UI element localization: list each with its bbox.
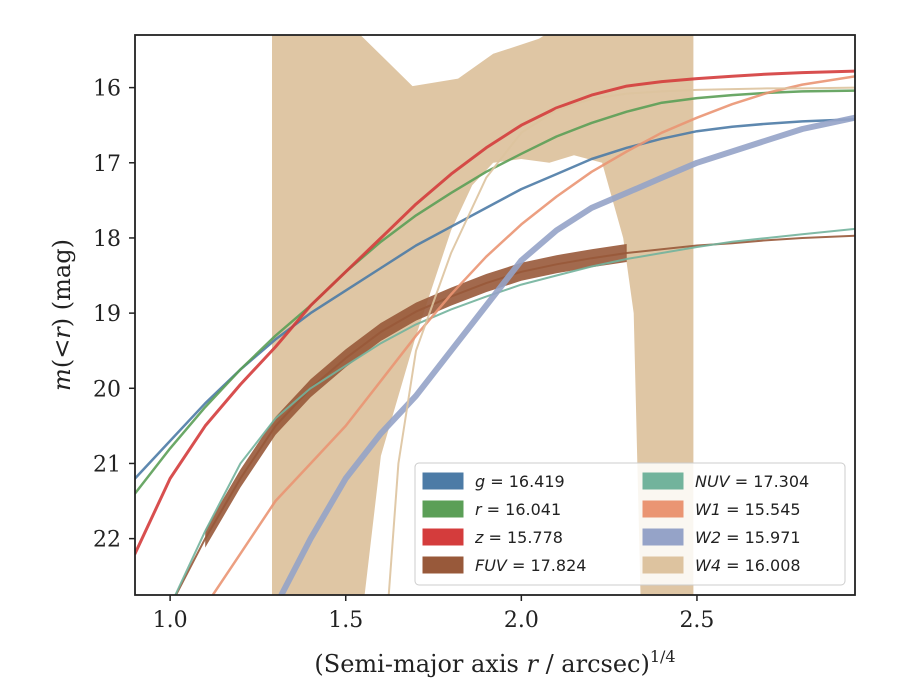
legend-item-z: z = 15.778 [422, 528, 563, 547]
legend-swatch [642, 556, 684, 574]
series-w4-line [387, 86, 855, 595]
y-tick-label: 22 [93, 528, 121, 553]
legend-label: z = 15.778 [474, 528, 563, 547]
series-w1-line [211, 75, 855, 595]
legend-swatch [422, 556, 464, 574]
x-tick-label: 1.5 [328, 608, 363, 633]
legend: g = 16.419 r = 16.041 z = 15.778 FUV = 17.8… [414, 462, 846, 586]
w4-band-top-notch [360, 35, 545, 87]
y-tick-label: 20 [93, 377, 121, 402]
legend-swatch [422, 500, 464, 518]
legend-item-w1: W1 = 15.545 [642, 500, 801, 519]
legend-item-fuv: FUV = 17.824 [422, 556, 586, 575]
y-tick-label: 19 [93, 302, 121, 327]
legend-item-w4: W4 = 16.008 [642, 556, 801, 575]
w4-uncertainty-band [272, 35, 694, 595]
legend-label: NUV = 17.304 [695, 472, 809, 491]
legend-label: W1 = 15.545 [695, 500, 801, 519]
x-tick-label: 2.5 [679, 608, 714, 633]
plot-area [135, 35, 855, 595]
legend-swatch [642, 472, 684, 490]
x-tick-label: 1.0 [153, 608, 188, 633]
x-axis-label: (Semi-major axis r / arcsec)1/4 [314, 647, 675, 678]
y-axis-label: m(<r) (mag) [48, 239, 76, 391]
series-z-line [135, 69, 855, 556]
y-tick-label: 17 [93, 152, 121, 177]
legend-item-r: r = 16.041 [422, 500, 561, 519]
fuv-uncertainty-band [205, 244, 627, 548]
y-tick-label: 18 [93, 227, 121, 252]
legend-label: W2 = 15.971 [695, 528, 801, 547]
legend-item-g: g = 16.419 [422, 472, 565, 491]
legend-label: g = 16.419 [475, 472, 565, 491]
legend-swatch [422, 472, 464, 490]
legend-item-w2: W2 = 15.971 [642, 528, 801, 547]
x-tick-label: 2.0 [504, 608, 539, 633]
axes: 1.0 1.5 2.0 2.5 16 17 18 19 20 21 22 [93, 34, 856, 633]
legend-swatch [642, 500, 684, 518]
legend-swatch [642, 528, 684, 546]
legend-label: W4 = 16.008 [695, 556, 801, 575]
y-tick-label: 21 [93, 452, 121, 477]
legend-label: FUV = 17.824 [475, 556, 586, 575]
legend-label: r = 16.041 [475, 500, 561, 519]
series-r-line [135, 89, 855, 495]
series-nuv-line [174, 227, 855, 595]
legend-swatch [422, 528, 464, 546]
plot-frame [134, 34, 856, 596]
series-w2-line [277, 114, 855, 595]
legend-item-nuv: NUV = 17.304 [642, 472, 809, 491]
y-tick-label: 16 [93, 77, 121, 102]
legend-box [414, 462, 846, 586]
